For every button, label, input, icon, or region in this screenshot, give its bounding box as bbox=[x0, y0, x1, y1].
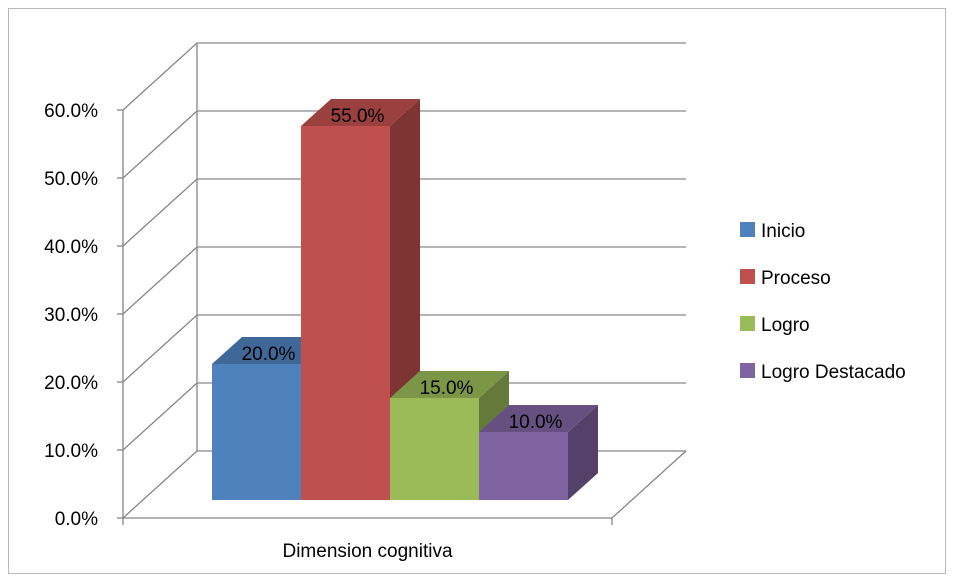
y-axis-ticks: 0.0% 10.0% 20.0% 30.0% 40.0% 50.0% 60.0% bbox=[44, 101, 98, 530]
gridline bbox=[122, 178, 686, 247]
bar-front bbox=[479, 432, 568, 500]
gridline bbox=[122, 42, 686, 111]
bar-top bbox=[301, 99, 420, 126]
legend-swatch bbox=[740, 316, 755, 331]
data-labels: 20.0% 55.0% 15.0% 10.0% bbox=[242, 106, 563, 433]
y-tick-label: 50.0% bbox=[44, 169, 98, 190]
y-tick-label: 30.0% bbox=[44, 305, 98, 326]
category-label: Dimension cognitiva bbox=[282, 541, 452, 562]
y-tick-label: 40.0% bbox=[44, 237, 98, 258]
gridline bbox=[122, 110, 686, 179]
y-tick-label: 0.0% bbox=[55, 509, 98, 530]
gridline bbox=[122, 314, 686, 383]
gridline bbox=[122, 382, 686, 451]
legend-item: Proceso bbox=[740, 268, 831, 289]
legend-swatch bbox=[740, 269, 755, 284]
data-label: 15.0% bbox=[420, 378, 474, 399]
legend: Inicio Proceso Logro Logro Destacado bbox=[740, 221, 906, 383]
gridlines bbox=[117, 42, 686, 525]
y-tick-label: 60.0% bbox=[44, 101, 98, 122]
legend-label: Proceso bbox=[761, 268, 831, 289]
bar-front bbox=[212, 364, 301, 500]
bar-front bbox=[301, 126, 390, 500]
legend-item: Logro bbox=[740, 315, 810, 336]
gridline bbox=[122, 246, 686, 315]
bar-logro-destacado bbox=[479, 405, 598, 500]
bar-top bbox=[390, 371, 509, 398]
bar-side bbox=[568, 405, 598, 500]
legend-label: Logro Destacado bbox=[761, 362, 906, 383]
legend-item: Inicio bbox=[740, 221, 805, 242]
bar-top bbox=[479, 405, 598, 432]
data-label: 55.0% bbox=[331, 106, 385, 127]
legend-label: Inicio bbox=[761, 221, 805, 242]
y-tick-label: 10.0% bbox=[44, 441, 98, 462]
legend-swatch bbox=[740, 222, 755, 237]
x-axis-categories: Dimension cognitiva bbox=[282, 541, 452, 562]
data-label: 20.0% bbox=[242, 344, 296, 365]
data-label: 10.0% bbox=[509, 412, 563, 433]
bar-logro bbox=[390, 371, 509, 500]
legend-item: Logro Destacado bbox=[740, 362, 906, 383]
legend-swatch bbox=[740, 363, 755, 378]
y-tick-label: 20.0% bbox=[44, 373, 98, 394]
legend-label: Logro bbox=[761, 315, 810, 336]
bars bbox=[212, 99, 598, 500]
bar-front bbox=[390, 398, 479, 500]
